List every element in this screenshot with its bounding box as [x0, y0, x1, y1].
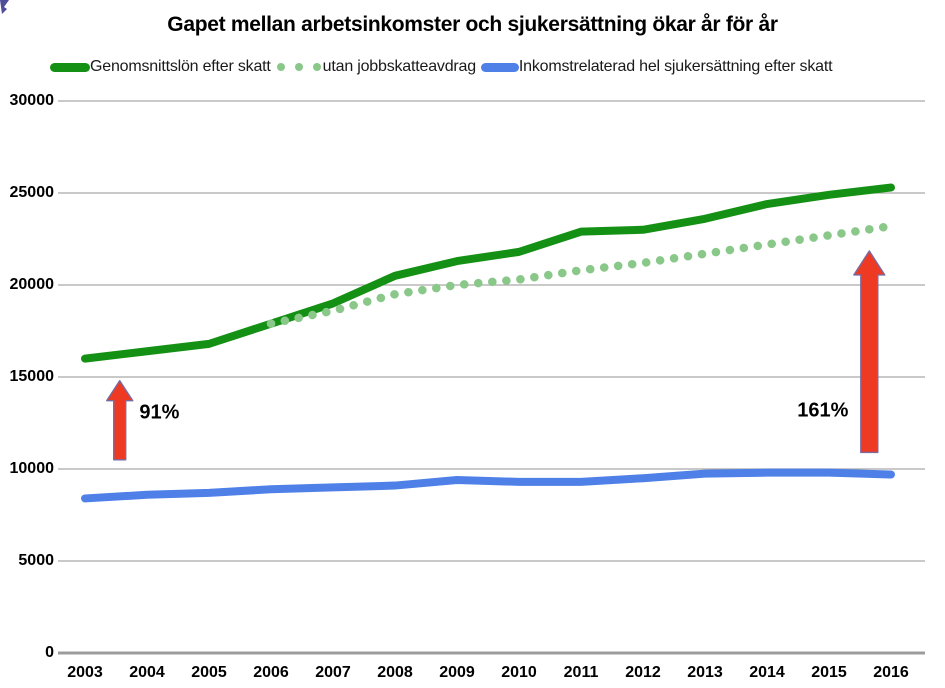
legend-label-sjukersattning: Inkomstrelaterad hel sjukersättning efte…: [518, 58, 833, 75]
series-line-0: [81, 183, 895, 363]
legend-solid-green-swatch: [50, 62, 90, 72]
arrow-161%: [853, 250, 886, 454]
series-line-2: [81, 468, 895, 503]
x-tick-2016: 2016: [873, 664, 909, 681]
x-tick-2013: 2013: [687, 664, 723, 681]
x-tick-2007: 2007: [315, 664, 351, 681]
y-tick-10000: 10000: [9, 460, 55, 477]
legend-solid-blue-swatch: [480, 62, 519, 72]
legend-label-genomsnittslon: Genomsnittslön efter skatt: [90, 58, 271, 75]
x-tick-2008: 2008: [377, 664, 413, 681]
x-tick-2004: 2004: [129, 664, 165, 681]
x-tick-2009: 2009: [439, 664, 475, 681]
x-tick-2005: 2005: [191, 664, 227, 681]
y-tick-0: 0: [45, 644, 54, 661]
y-tick-20000: 20000: [9, 276, 55, 293]
y-tick-30000: 30000: [9, 92, 55, 109]
x-tick-2006: 2006: [253, 664, 289, 681]
y-tick-5000: 5000: [18, 552, 54, 569]
x-tick-2003: 2003: [67, 664, 103, 681]
series-line-1: [266, 221, 896, 328]
y-tick-25000: 25000: [9, 184, 55, 201]
x-tick-2015: 2015: [811, 664, 847, 681]
chart-title: Gapet mellan arbetsinkomster och sjukers…: [167, 13, 778, 36]
legend-label-utan-jobbskatteavdrag: utan jobbskatteavdrag: [322, 58, 476, 75]
annotation-91-percent: 91%: [139, 401, 180, 424]
x-tick-2014: 2014: [749, 664, 785, 681]
legend: Genomsnittslön efter skatt utan jobbskat…: [50, 58, 930, 76]
arrow-91%: [106, 379, 134, 461]
legend-dotted-green-swatch: [276, 63, 321, 71]
y-tick-15000: 15000: [9, 368, 55, 385]
screen-corner-artifact: [0, 0, 9, 14]
x-tick-2010: 2010: [501, 664, 537, 681]
annotation-161-percent: 161%: [797, 399, 849, 422]
x-tick-2011: 2011: [563, 664, 599, 681]
x-tick-2012: 2012: [625, 664, 661, 681]
